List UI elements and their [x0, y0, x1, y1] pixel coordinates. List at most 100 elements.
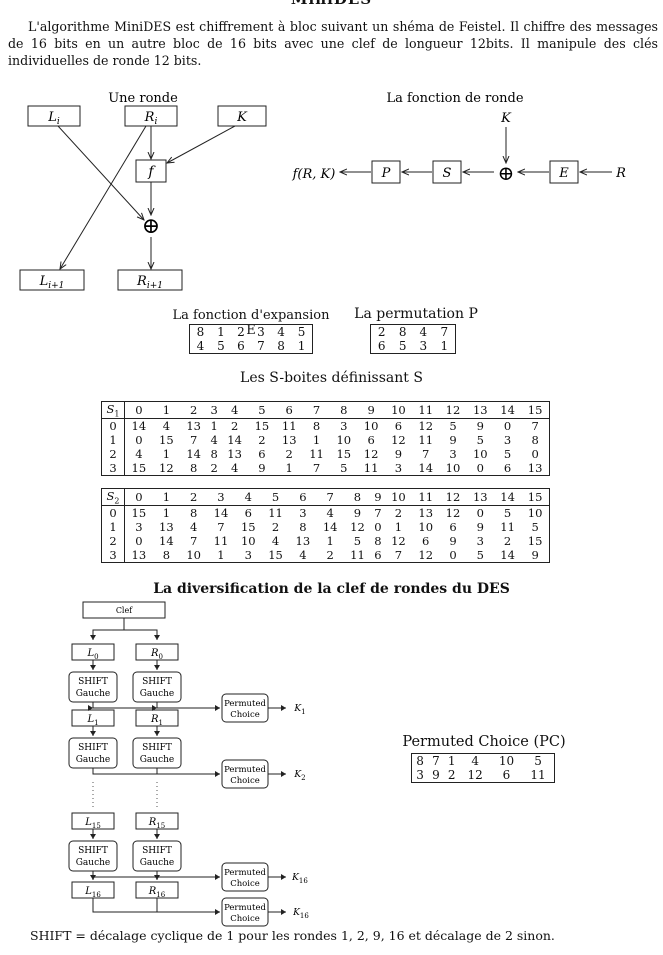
- table-cell: 7: [190, 433, 198, 448]
- table-cell: 10: [445, 461, 461, 476]
- table-cell: 4: [271, 534, 280, 549]
- table-cell: 10: [336, 433, 352, 448]
- r-label: R0: [150, 648, 163, 661]
- pc-arrow: [92, 898, 220, 915]
- sbox-col-header: 10: [384, 488, 413, 507]
- ri1-box: [117, 269, 183, 291]
- intro-paragraph: L'algorithme MiniDES est chiffrement à b…: [8, 19, 658, 68]
- table-cell: 14: [500, 548, 515, 563]
- table-cell: 5: [476, 433, 484, 448]
- table-cell: 4: [471, 754, 479, 768]
- table-cell: 15: [268, 548, 283, 563]
- pc-label: Permuted: [224, 699, 266, 709]
- table-cell: 12: [445, 506, 461, 521]
- sbox-col-header: 12: [439, 488, 467, 507]
- table-cell: 4: [196, 339, 205, 353]
- table-cell: 3: [419, 339, 428, 353]
- table-cell: 6: [502, 768, 511, 782]
- pc-label-2: Choice: [230, 776, 260, 786]
- table-cell: 15: [240, 520, 256, 535]
- table-cell: 1: [326, 534, 334, 549]
- sbox-name: S2: [101, 488, 125, 507]
- table-cell: 2: [230, 419, 239, 434]
- sbox-col-header: 6: [275, 401, 303, 420]
- table-cell: 9: [432, 768, 440, 782]
- table-cell: 0: [135, 534, 143, 549]
- ri-label: Ri: [144, 110, 158, 127]
- table-cell: 7: [217, 520, 225, 535]
- table-cell: 2: [503, 534, 512, 549]
- table-cell: 7: [394, 548, 403, 563]
- table-cell: 1: [297, 339, 306, 353]
- table-cell: 2: [447, 768, 456, 782]
- table-cell: 6: [367, 433, 375, 448]
- e-box: [549, 160, 579, 184]
- table-cell: 5: [503, 506, 512, 521]
- table-cell: 3: [340, 419, 348, 434]
- table-cell: 13: [159, 520, 174, 535]
- table-cell: 2: [285, 447, 293, 462]
- table-cell: 14: [131, 419, 147, 434]
- k-label: K: [236, 110, 248, 125]
- sbox-col-header: 11: [412, 401, 440, 420]
- table-cell: 10: [418, 520, 434, 535]
- sbox-col-header: 11: [412, 488, 440, 507]
- table-cell: 14: [322, 520, 338, 535]
- sbox-col-header: 14: [493, 488, 522, 507]
- table-cell: 2: [377, 325, 386, 339]
- pc-label-2: Choice: [230, 914, 260, 924]
- table-cell: 12: [391, 534, 406, 549]
- gauche-label: Gauche: [140, 858, 175, 868]
- pc-label: Permuted: [224, 903, 266, 913]
- table-cell: 5: [297, 325, 306, 339]
- table-cell: 6: [237, 339, 245, 353]
- table-cell: 6: [449, 520, 457, 535]
- table-cell: 13: [186, 419, 201, 434]
- table-cell: 1: [162, 447, 171, 462]
- table-cell: 0: [476, 461, 484, 476]
- table-cell: 11: [363, 461, 379, 476]
- k-box: [217, 105, 267, 127]
- table-cell: 4: [419, 325, 428, 339]
- table-cell: 6: [503, 461, 512, 476]
- shift-label: SHIFT: [142, 743, 172, 753]
- table-cell: 1: [162, 506, 171, 521]
- table-cell: 15: [131, 461, 147, 476]
- table-cell: 10: [186, 548, 201, 563]
- table-cell: 7: [374, 506, 382, 521]
- table-cell: 15: [254, 419, 270, 434]
- sbox-row-header: 1: [101, 433, 125, 448]
- l-label: L1: [86, 714, 98, 727]
- table-cell: 1: [447, 754, 456, 768]
- table-cell: 13: [527, 461, 543, 476]
- sbox-col-header: 5: [248, 401, 276, 420]
- p-label: P: [381, 166, 391, 181]
- clef-label: Clef: [116, 606, 133, 615]
- table-cell: 3: [135, 520, 143, 535]
- sbox-col-header: 7: [302, 401, 331, 420]
- sbox-col-header: 0: [124, 401, 153, 420]
- gauche-label: Gauche: [140, 689, 175, 699]
- table-cell: 9: [449, 433, 457, 448]
- table-cell: 11: [350, 548, 365, 563]
- table-cell: 14: [213, 506, 229, 521]
- table-cell: 15: [527, 534, 543, 549]
- sbox-col-header: 1: [152, 401, 181, 420]
- l-label: L0: [86, 648, 98, 661]
- p-box: [371, 160, 401, 184]
- table-cell: 12: [363, 447, 379, 462]
- shift-label: SHIFT: [78, 743, 108, 753]
- table-cell: 13: [227, 447, 242, 462]
- table-cell: 12: [418, 548, 434, 563]
- table-cell: 14: [227, 433, 242, 448]
- table-cell: 8: [277, 339, 285, 353]
- table-cell: 9: [449, 534, 457, 549]
- sbox-col-header: 2: [180, 488, 208, 507]
- feistel-heading: Une ronde: [108, 91, 178, 106]
- sbox-row-header: 0: [101, 505, 125, 521]
- table-cell: 13: [418, 506, 434, 521]
- table-cell: 3: [394, 461, 403, 476]
- table-cell: 4: [162, 419, 171, 434]
- table-cell: 2: [210, 461, 218, 476]
